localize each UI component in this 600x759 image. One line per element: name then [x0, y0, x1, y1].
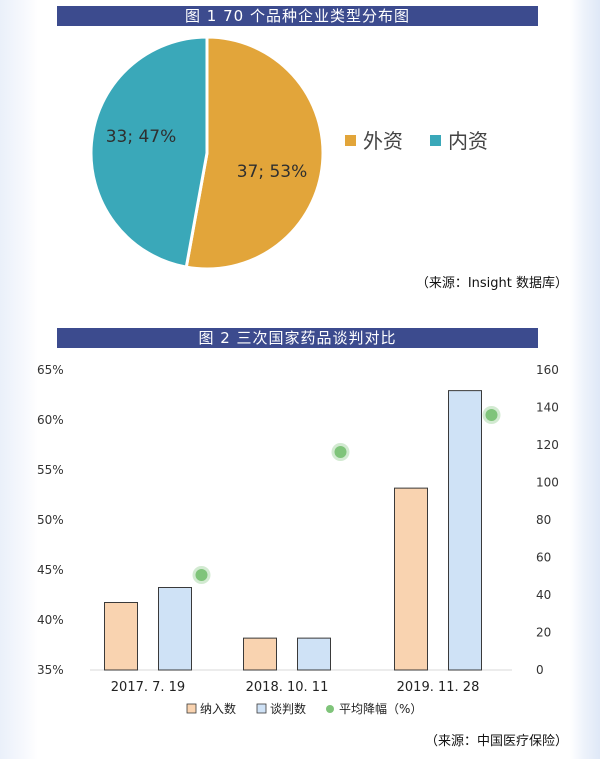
legend-label-included: 纳入数: [200, 701, 236, 716]
right-tick-label: 100: [536, 476, 559, 490]
bar-negotiated: [297, 637, 331, 671]
figure1-source: （来源：Insight 数据库）: [415, 276, 568, 291]
pie-slice-0: [184, 35, 325, 271]
pie-chart: 37; 53% 33; 47%: [89, 35, 325, 271]
category-label: 2018. 10. 11: [246, 680, 329, 695]
right-tick-label: 160: [536, 363, 559, 377]
left-tick-label: 55%: [37, 463, 64, 477]
right-tick-label: 40: [536, 588, 551, 602]
right-tick-label: 0: [536, 663, 544, 677]
legend-swatch-included: [186, 703, 197, 714]
bar-legend: 纳入数 谈判数 平均降幅（%）: [186, 701, 422, 716]
bar-chart: 35% 40% 45% 50% 55% 60% 65% 0 20 40 60 80 100 120 140 1…: [37, 363, 559, 695]
right-tick-label: 120: [536, 438, 559, 452]
pie-slice-1: [89, 35, 209, 269]
left-tick-label: 50%: [37, 513, 64, 527]
left-tick-label: 35%: [37, 663, 64, 677]
bar-included: [394, 487, 428, 671]
bar-included: [243, 637, 277, 671]
figure1-title: 图 1 70 个品种企业类型分布图: [57, 6, 538, 26]
category-label: 2019. 11. 28: [397, 680, 480, 695]
pie-legend-label-0: 外资: [363, 129, 403, 153]
avg-drop-point: [485, 409, 498, 421]
bar-negotiated: [158, 587, 192, 671]
pie-legend-swatch-0: [345, 135, 356, 146]
left-margin-band: [0, 0, 38, 759]
pie-legend-label-1: 内资: [448, 129, 488, 153]
legend-label-negotiated: 谈判数: [270, 701, 306, 716]
avg-drop-point: [195, 569, 208, 581]
right-tick-label: 60: [536, 551, 551, 565]
left-tick-label: 45%: [37, 563, 64, 577]
left-tick-label: 60%: [37, 413, 64, 427]
right-tick-label: 80: [536, 513, 551, 527]
figure2-title: 图 2 三次国家药品谈判对比: [57, 328, 538, 348]
pie-slice-label-1: 33; 47%: [106, 127, 177, 147]
left-tick-label: 65%: [37, 363, 64, 377]
legend-swatch-negotiated: [256, 703, 267, 714]
legend-swatch-avg-drop: [326, 705, 334, 713]
bar-negotiated: [448, 390, 482, 671]
right-tick-label: 140: [536, 401, 559, 415]
pie-slice-label-0: 37; 53%: [237, 162, 308, 182]
right-tick-label: 20: [536, 626, 551, 640]
bar-included: [104, 602, 138, 671]
pie-legend-swatch-1: [430, 135, 441, 146]
pie-legend: 外资 内资: [345, 129, 488, 153]
legend-label-avg-drop: 平均降幅（%）: [339, 701, 422, 716]
right-margin-band: [570, 0, 600, 759]
figure2-source: （来源：中国医疗保险）: [424, 734, 568, 749]
avg-drop-point: [334, 446, 347, 458]
category-label: 2017. 7. 19: [111, 680, 185, 695]
left-tick-label: 40%: [37, 613, 64, 627]
